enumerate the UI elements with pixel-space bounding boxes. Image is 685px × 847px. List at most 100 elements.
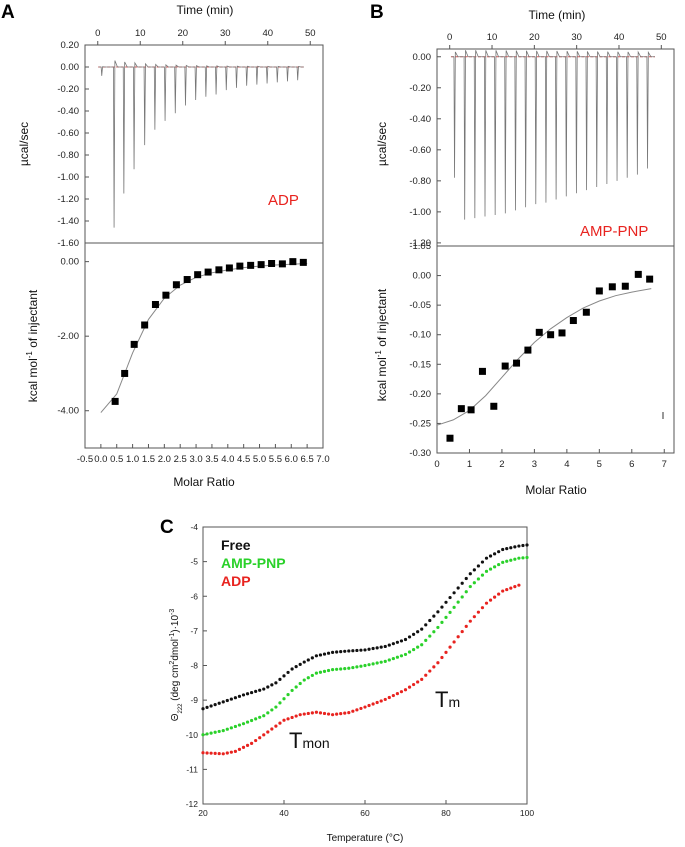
data-point (535, 328, 543, 336)
iso-xtick-label: 2 (499, 459, 504, 470)
data-point (111, 397, 119, 405)
cd-point (254, 717, 258, 721)
cd-point (395, 640, 399, 644)
cd-point (322, 711, 327, 716)
panel-b-isotherm-plot: 0 1 2 3 4 5 6 7 0.00 -0.05 -0.10 -0.15 -0.20 -0.25 -0.… (409, 241, 667, 470)
time-tick-label: 50 (305, 28, 316, 39)
cd-point (241, 722, 246, 726)
cd-point (517, 583, 521, 587)
data-point (457, 405, 465, 413)
iso-ytick-label: -0.10 (409, 330, 431, 341)
cd-point (237, 723, 242, 727)
cd-point (375, 700, 379, 705)
cd-point (493, 595, 497, 599)
raw-ytick-label: -0.40 (409, 114, 431, 125)
cd-point (407, 685, 412, 689)
panel-a: Time (min) 0 10 20 30 40 50 0.20 0.00 -0.20 -0.40… (17, 3, 330, 489)
cd-point (241, 693, 246, 697)
data-point (121, 369, 129, 377)
cd-point (501, 547, 505, 552)
data-point (289, 258, 297, 266)
cd-point (472, 568, 476, 572)
cd-point (452, 591, 456, 595)
cd-point (241, 745, 246, 749)
iso-xtick-label: 1 (467, 459, 472, 470)
cd-point (359, 706, 363, 711)
cd-point (416, 645, 420, 649)
data-point (194, 271, 202, 279)
iso-xtick-label: 5.0 (253, 454, 266, 465)
cd-point (201, 751, 205, 755)
data-point (225, 264, 233, 272)
annotation-tmon: Tmon (289, 728, 330, 753)
cd-point (493, 552, 497, 556)
cd-point (209, 751, 213, 755)
cd-point (343, 711, 347, 715)
cd-point (436, 610, 440, 614)
data-point (501, 362, 509, 370)
cd-point (262, 687, 266, 691)
cd-point (363, 705, 367, 709)
cd-point (448, 595, 452, 600)
cd-point (379, 699, 383, 703)
iso-xtick-label: 4.0 (221, 454, 234, 465)
iso-xtick-label: 2.5 (174, 454, 187, 465)
cd-point (322, 652, 327, 656)
cd-point (310, 711, 314, 715)
data-point (582, 308, 590, 316)
c-ytick-label: -7 (190, 626, 198, 636)
cd-point (395, 692, 399, 696)
panel-a-bottom-ylabel: kcal mol-1 of injectant (25, 289, 40, 402)
cd-point (525, 543, 529, 547)
cd-point (347, 649, 351, 653)
iso-xtick-label: 5 (597, 459, 602, 470)
panel-c: 20 40 60 80 100-4-5-6-7-8-9-10-11-12FreeAMP-… (169, 522, 534, 844)
time-tick-label: 0 (447, 32, 452, 43)
raw-trace (451, 50, 655, 220)
cd-point (254, 689, 258, 693)
panel-b-bottom-ylabel: kcal mol-1 of injectant (374, 288, 389, 401)
raw-ytick-label: -1.00 (57, 172, 79, 183)
cd-point (294, 665, 298, 669)
cd-point (233, 696, 237, 700)
cd-point (371, 702, 375, 706)
cd-point (205, 751, 209, 755)
iso-ytick-label: -0.30 (409, 448, 431, 459)
cd-point (501, 560, 505, 564)
cd-point (286, 670, 290, 675)
cd-point (310, 673, 314, 678)
c-ytick-label: -5 (190, 557, 198, 567)
panel-letter-c: C (160, 517, 174, 538)
raw-ytick-label: -0.60 (57, 128, 79, 139)
iso-ytick-label: 0.00 (413, 271, 432, 282)
cd-point (509, 546, 513, 550)
cd-point (472, 615, 476, 619)
panel-c-ylabel-sup1: 2 (169, 661, 176, 665)
raw-ytick-label: -0.20 (57, 84, 79, 95)
cd-point (525, 555, 529, 560)
cd-point (270, 683, 274, 687)
raw-ytick-label: -0.20 (409, 83, 431, 94)
iso-xtick-label: 2.0 (158, 454, 171, 465)
data-point (278, 260, 286, 268)
cd-point (331, 650, 335, 654)
cd-point (266, 730, 270, 734)
cd-point (290, 688, 294, 693)
iso-ytick-label: -2.00 (57, 331, 79, 342)
data-point (236, 262, 244, 270)
data-point (608, 283, 616, 291)
cd-point (250, 718, 254, 723)
raw-ytick-label: -0.80 (57, 150, 79, 161)
cd-point (266, 711, 270, 715)
cd-point (436, 661, 440, 665)
panel-a-isotherm-frame (84, 242, 324, 449)
cd-point (517, 544, 521, 548)
cd-point (371, 662, 375, 666)
cd-point (318, 670, 323, 674)
cd-point (351, 649, 355, 653)
panel-a-top-axis-title: Time (min) (177, 3, 234, 17)
cd-point (225, 751, 229, 755)
cd-point (217, 751, 221, 756)
data-point (513, 359, 521, 367)
cd-point (407, 650, 412, 654)
